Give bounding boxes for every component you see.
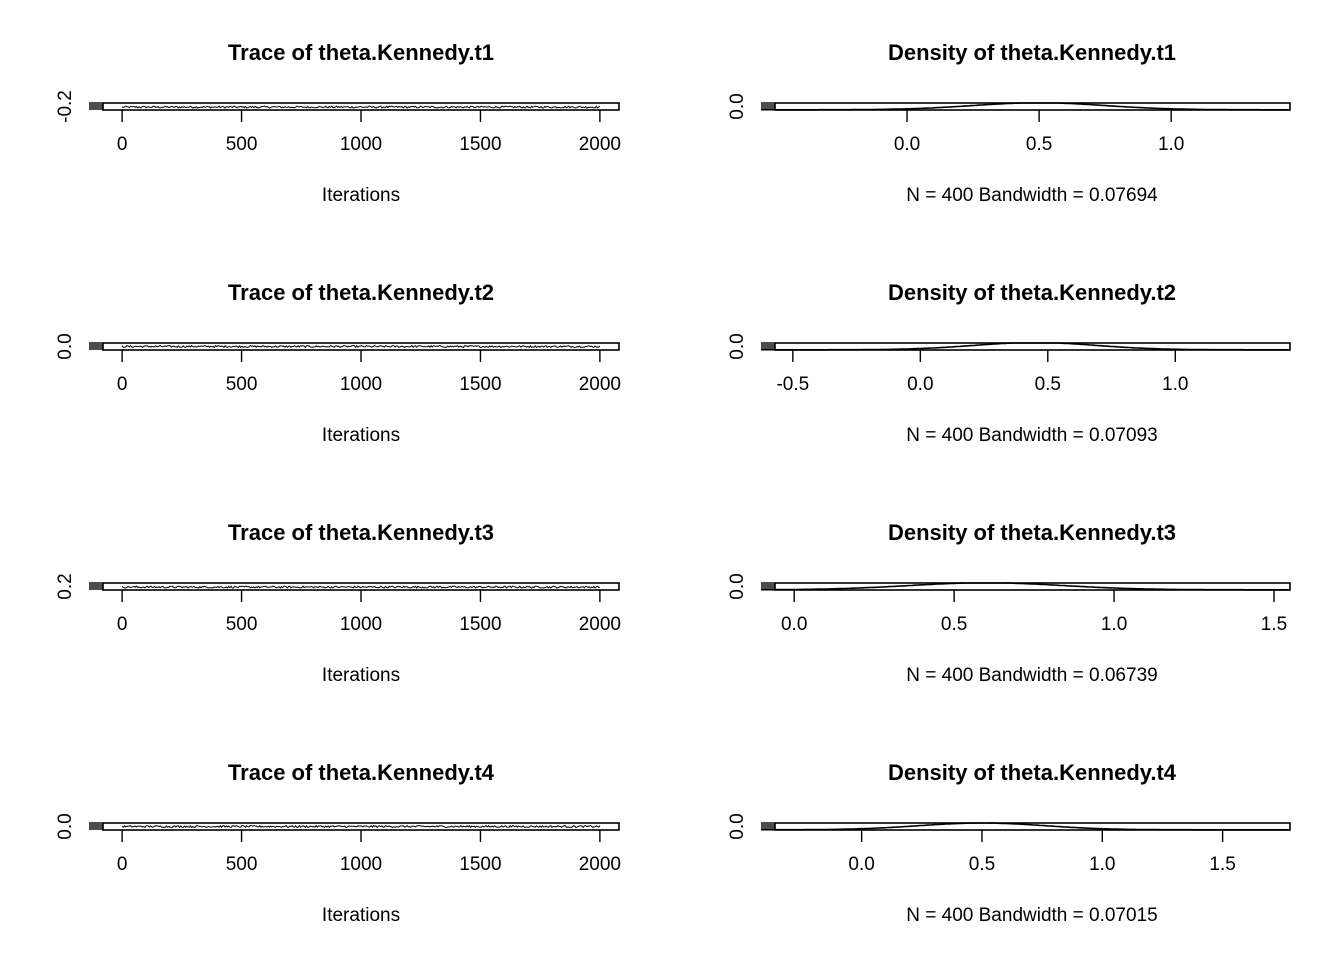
x-tick-label: 1.0 — [1158, 134, 1184, 155]
panel-3: Trace of theta.Kennedy.t2 0.0 0 500 1000 1500… — [55, 280, 621, 446]
trace-line — [121, 585, 601, 589]
x-axis-label: Iterations — [322, 665, 400, 686]
x-tick-label: 1500 — [459, 854, 501, 875]
x-tick-label: 1.0 — [1101, 614, 1127, 635]
x-tick-label: 0.0 — [848, 854, 874, 875]
density-line — [775, 342, 1290, 351]
x-tick-label: 0.5 — [941, 614, 967, 635]
panel-title: Density of theta.Kennedy.t4 — [888, 760, 1177, 785]
y-tick-label: -0.2 — [55, 90, 76, 123]
y-tick-label: 0.0 — [727, 93, 748, 119]
x-tick-label: -0.5 — [776, 374, 809, 395]
x-axis-label: N = 400 Bandwidth = 0.06739 — [906, 665, 1157, 686]
x-tick-label: 1500 — [459, 134, 501, 155]
x-tick-label: 0.5 — [969, 854, 995, 875]
panel-title: Density of theta.Kennedy.t2 — [888, 280, 1176, 305]
x-tick-label: 0 — [117, 854, 128, 875]
x-tick-label: 500 — [226, 134, 258, 155]
x-tick-label: 0.5 — [1035, 374, 1061, 395]
x-axis-label: N = 400 Bandwidth = 0.07093 — [906, 425, 1157, 446]
trace-line — [121, 105, 601, 109]
panel-2: Density of theta.Kennedy.t1 0.0 0.0 0.5 1.0 N… — [727, 40, 1291, 206]
x-tick-label: 1.0 — [1162, 374, 1188, 395]
x-tick-label: 2000 — [579, 134, 621, 155]
x-tick-label: 2000 — [579, 374, 621, 395]
panel-title: Trace of theta.Kennedy.t2 — [228, 280, 494, 305]
x-tick-label: 1500 — [459, 374, 501, 395]
density-line — [775, 102, 1290, 111]
x-tick-label: 1000 — [340, 374, 382, 395]
x-tick-label: 0 — [117, 614, 128, 635]
panel-1: Trace of theta.Kennedy.t1 -0.2 0 500 1000 150… — [55, 40, 621, 206]
x-tick-label: 1000 — [340, 854, 382, 875]
density-line — [775, 822, 1290, 831]
y-tick-label: 0.0 — [727, 813, 748, 839]
panel-title: Density of theta.Kennedy.t3 — [888, 520, 1176, 545]
x-tick-label: 1.0 — [1089, 854, 1115, 875]
x-tick-label: 500 — [226, 374, 258, 395]
x-tick-label: 0.5 — [1026, 134, 1052, 155]
panel-title: Trace of theta.Kennedy.t4 — [228, 760, 495, 785]
panel-title: Density of theta.Kennedy.t1 — [888, 40, 1176, 65]
x-tick-label: 500 — [226, 614, 258, 635]
panel-5: Trace of theta.Kennedy.t3 0.2 0 500 1000 1500… — [55, 520, 621, 686]
y-tick-label: 0.0 — [55, 333, 76, 359]
x-tick-label: 1500 — [459, 614, 501, 635]
panel-7: Trace of theta.Kennedy.t4 0.0 0 500 1000 1500… — [55, 760, 621, 926]
x-tick-label: 0 — [117, 374, 128, 395]
panel-title: Trace of theta.Kennedy.t3 — [228, 520, 494, 545]
x-axis-label: N = 400 Bandwidth = 0.07694 — [906, 185, 1158, 206]
y-tick-label: 0.0 — [727, 573, 748, 599]
x-tick-label: 1000 — [340, 614, 382, 635]
y-tick-label: 0.0 — [55, 813, 76, 839]
x-tick-label: 1.5 — [1261, 614, 1287, 635]
x-axis-label: Iterations — [322, 425, 400, 446]
x-tick-label: 500 — [226, 854, 258, 875]
x-axis-label: Iterations — [322, 185, 400, 206]
y-tick-label: 0.0 — [727, 333, 748, 359]
x-tick-label: 0.0 — [907, 374, 933, 395]
x-tick-label: 1.5 — [1209, 854, 1235, 875]
density-line — [775, 582, 1290, 591]
panel-8: Density of theta.Kennedy.t4 0.0 0.0 0.5 1.0 1… — [727, 760, 1291, 926]
panel-4: Density of theta.Kennedy.t2 0.0 -0.5 0.0 0.5… — [727, 280, 1291, 446]
y-tick-label: 0.2 — [55, 573, 76, 599]
x-tick-label: 0.0 — [894, 134, 920, 155]
x-tick-label: 2000 — [579, 614, 621, 635]
panel-6: Density of theta.Kennedy.t3 0.0 0.0 0.5 1.0 1… — [727, 520, 1291, 686]
trace-line — [121, 824, 601, 829]
x-tick-label: 1000 — [340, 134, 382, 155]
x-tick-label: 0.0 — [781, 614, 807, 635]
x-axis-label: Iterations — [322, 905, 400, 926]
x-tick-label: 2000 — [579, 854, 621, 875]
x-tick-label: 0 — [117, 134, 128, 155]
trace-line — [121, 344, 601, 349]
panel-title: Trace of theta.Kennedy.t1 — [228, 40, 494, 65]
x-axis-label: N = 400 Bandwidth = 0.07015 — [906, 905, 1157, 926]
